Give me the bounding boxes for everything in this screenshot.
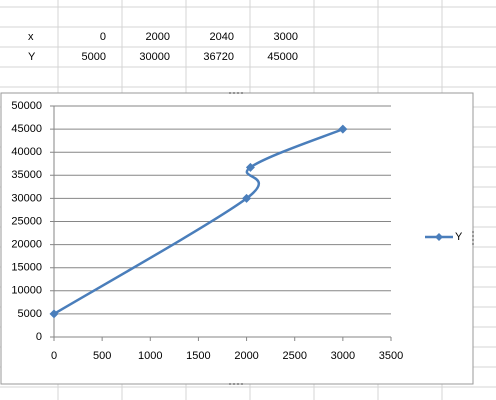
marker xyxy=(338,124,348,134)
cell-number: 30000 xyxy=(139,51,170,63)
y-tick-label: 45000 xyxy=(11,123,42,135)
x-tick-label: 1500 xyxy=(186,350,210,362)
cell-number: 3000 xyxy=(274,31,298,43)
cell-text: Y xyxy=(28,51,36,63)
y-tick-label: 15000 xyxy=(11,262,42,274)
y-tick-label: 20000 xyxy=(11,239,42,251)
x-tick-label: 500 xyxy=(93,350,111,362)
cell-number: 5000 xyxy=(82,51,106,63)
frame-handles xyxy=(229,92,474,385)
legend-marker xyxy=(435,233,443,241)
cell-text: x xyxy=(28,31,34,43)
y-tick-label: 30000 xyxy=(11,192,42,204)
x-tick-label: 3000 xyxy=(331,350,355,362)
x-tick-label: 3500 xyxy=(379,350,403,362)
cell-number: 36720 xyxy=(203,51,234,63)
x-tick-label: 2500 xyxy=(282,350,306,362)
x-tick-label: 0 xyxy=(51,350,57,362)
y-tick-label: 0 xyxy=(36,331,42,343)
x-tick-label: 1000 xyxy=(138,350,162,362)
cell-number: 0 xyxy=(100,31,106,43)
y-tick-label: 50000 xyxy=(11,100,42,112)
cell-number: 2000 xyxy=(146,31,170,43)
series-line xyxy=(53,127,344,315)
y-tick-label: 5000 xyxy=(18,308,42,320)
marker xyxy=(49,309,59,319)
y-tick-label: 35000 xyxy=(11,169,42,181)
cell-number: 2040 xyxy=(210,31,234,43)
marker xyxy=(242,193,252,203)
y-tick-label: 10000 xyxy=(11,285,42,297)
chart-frame[interactable] xyxy=(0,92,474,385)
y-tick-label: 40000 xyxy=(11,146,42,158)
x-tick-label: 2000 xyxy=(234,350,258,362)
cell-number: 45000 xyxy=(267,51,298,63)
legend-label: Y xyxy=(455,231,463,243)
marker xyxy=(245,162,255,172)
y-tick-label: 25000 xyxy=(11,215,42,227)
